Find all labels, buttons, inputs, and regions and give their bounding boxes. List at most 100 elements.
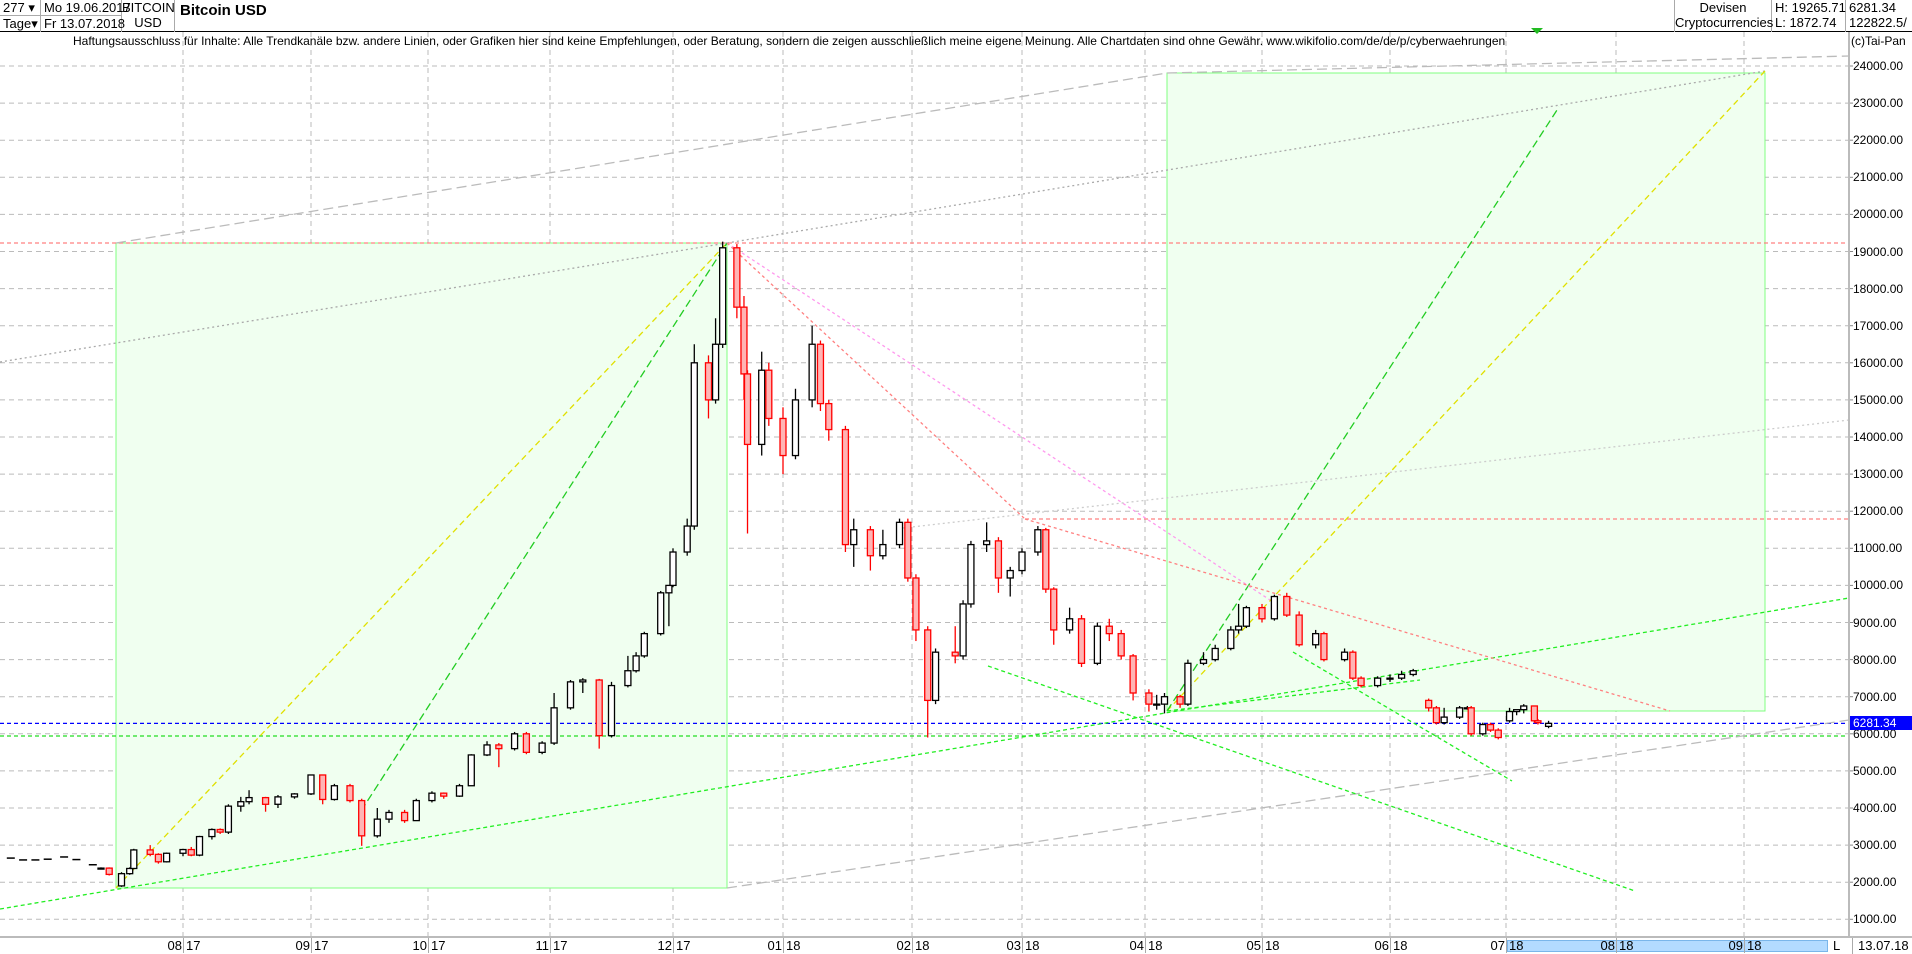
x-tick-label: 07 18	[1491, 938, 1524, 953]
candle-body	[216, 828, 224, 833]
date-range: Mo 19.06.2017 Fr 13.07.2018	[41, 0, 131, 32]
candle	[879, 529, 887, 560]
candle-body	[522, 733, 531, 753]
bar-count-dropdown[interactable]: 277 ▾	[0, 0, 40, 16]
candle	[117, 872, 126, 887]
x-tick-year: 18	[1509, 938, 1524, 953]
candle-body	[373, 818, 381, 837]
candle	[179, 848, 187, 857]
candle-body	[105, 867, 113, 876]
candle	[640, 631, 648, 658]
candle	[1145, 689, 1153, 712]
candle-body	[510, 733, 519, 750]
candle	[924, 626, 932, 738]
candle	[816, 340, 825, 412]
candle	[208, 828, 216, 840]
candle-body	[1432, 707, 1441, 724]
candle-body	[566, 681, 575, 709]
x-tick-label: 05 18	[1247, 938, 1280, 953]
candle	[330, 783, 339, 801]
bar-count-select[interactable]: 277 ▾ Tage▾	[0, 0, 41, 32]
candle	[1520, 704, 1528, 714]
candle-body	[1199, 658, 1208, 664]
candle-body	[1295, 614, 1303, 646]
candle-body	[467, 754, 475, 787]
candle-body	[224, 805, 233, 833]
candle	[904, 518, 912, 582]
x-tick-label: 09 18	[1729, 938, 1761, 953]
x-tick-year: 18	[1619, 938, 1634, 953]
scroll-lock-button[interactable]: L	[1833, 938, 1841, 953]
candle	[1349, 650, 1357, 681]
candle-body	[162, 852, 171, 863]
x-tick-year: 18	[1265, 938, 1280, 953]
candle	[1176, 694, 1184, 708]
candle-body	[841, 428, 850, 546]
candle	[162, 852, 171, 863]
candle-body	[126, 867, 134, 875]
x-tick-year: 18	[1148, 938, 1163, 953]
x-tick-label: 10 17	[413, 938, 445, 953]
candle	[607, 681, 616, 738]
candle-body	[808, 343, 816, 401]
y-tick-label: 21000.00	[1853, 170, 1904, 185]
green-lower-channel	[987, 665, 1636, 892]
x-tick-year: 18	[1025, 938, 1040, 953]
candle	[669, 548, 677, 588]
x-tick-month: 09	[295, 938, 310, 953]
candle	[146, 845, 154, 857]
header-bar: 277 ▾ Tage▾ Mo 19.06.2017 Fr 13.07.2018 …	[0, 0, 1912, 32]
candle	[1357, 676, 1365, 688]
candle-body	[428, 792, 436, 802]
candle	[1386, 674, 1394, 682]
candle-body	[1409, 670, 1417, 676]
candle-body	[982, 540, 991, 546]
candle-body	[319, 774, 327, 801]
x-tick-label: 02 18	[897, 938, 929, 953]
candle-body	[1160, 696, 1169, 705]
candle-body	[274, 796, 282, 805]
candle-body	[1034, 529, 1042, 553]
x-tick-year: 18	[1393, 938, 1408, 953]
candle-body	[711, 343, 720, 401]
candle-body	[1234, 625, 1243, 631]
candle	[373, 808, 381, 838]
candle-body	[307, 774, 315, 795]
y-tick-label: 5000.00	[1853, 763, 1897, 778]
candle-body	[632, 655, 640, 672]
candle-body	[1093, 625, 1102, 664]
candle-body	[791, 399, 800, 457]
candle-body	[1258, 607, 1266, 620]
candle	[97, 867, 105, 870]
candle-body	[1242, 607, 1251, 627]
candle-body	[959, 603, 967, 657]
candle-body	[1153, 703, 1161, 706]
candle-body	[665, 584, 673, 594]
candle-body	[130, 849, 138, 870]
candle-body	[758, 369, 766, 446]
candle-body	[290, 793, 299, 798]
price-chart[interactable]	[0, 32, 1912, 936]
candle	[1065, 607, 1074, 634]
candle	[1034, 526, 1042, 556]
candle	[440, 792, 448, 799]
candle-body	[850, 529, 858, 546]
x-tick-month: 03	[1006, 938, 1021, 953]
candle	[538, 741, 546, 755]
candle-body	[1486, 723, 1495, 731]
candle	[719, 241, 727, 348]
y-tick-label: 18000.00	[1853, 281, 1904, 296]
scrollbar[interactable]	[1507, 940, 1828, 952]
period-dropdown[interactable]: Tage▾	[3, 16, 38, 31]
candle	[1227, 626, 1235, 651]
candle	[346, 783, 354, 803]
red-dashed-down-2	[1024, 518, 1671, 712]
x-tick-month: 08	[167, 938, 182, 953]
candle-body	[704, 362, 713, 401]
candle-body	[261, 796, 270, 805]
candle	[245, 790, 253, 805]
candle-body	[994, 540, 1003, 579]
candle	[690, 344, 698, 530]
candle	[154, 853, 163, 864]
candle-body	[330, 785, 339, 801]
